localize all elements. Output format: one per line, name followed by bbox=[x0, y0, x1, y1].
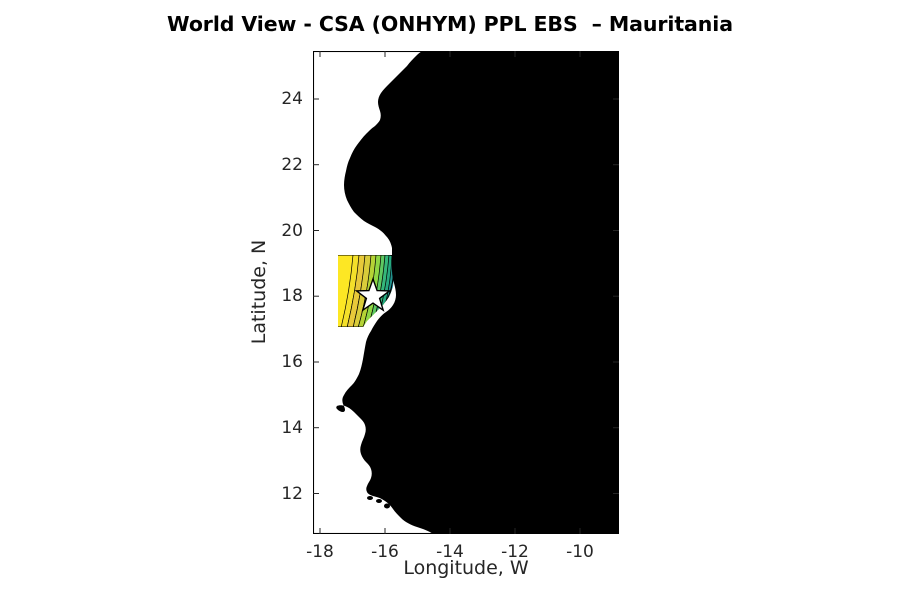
page-title: World View - CSA (ONHYM) PPL EBS – Mauri… bbox=[167, 12, 733, 36]
ytick-label-22: 22 bbox=[281, 154, 303, 175]
map-plot-area[interactable] bbox=[313, 51, 619, 534]
xtick-label--14: -14 bbox=[436, 542, 464, 562]
map-svg bbox=[313, 51, 619, 534]
xtick-label--12: -12 bbox=[501, 542, 529, 562]
xtick-label--18: -18 bbox=[306, 542, 334, 562]
landmass-africa bbox=[336, 51, 619, 534]
ytick-label-20: 20 bbox=[281, 220, 303, 241]
y-axis-ticks bbox=[313, 98, 619, 494]
ytick-label-16: 16 bbox=[281, 352, 303, 372]
x-axis-ticks bbox=[319, 51, 581, 534]
xtick-label--10: -10 bbox=[566, 542, 594, 562]
xtick-label--16: -16 bbox=[371, 542, 399, 562]
site-star-marker[interactable] bbox=[354, 276, 392, 312]
axes-box bbox=[313, 51, 619, 534]
y-axis-label: Latitude, N bbox=[248, 239, 270, 345]
map-content-group bbox=[313, 51, 619, 534]
ytick-label-18: 18 bbox=[281, 286, 303, 307]
coast-islands-south bbox=[367, 488, 409, 509]
ytick-label-24: 24 bbox=[281, 89, 303, 109]
ytick-label-14: 14 bbox=[281, 417, 303, 438]
x-axis-label: Longitude, W bbox=[403, 557, 529, 579]
ytick-label-12: 12 bbox=[281, 483, 303, 504]
